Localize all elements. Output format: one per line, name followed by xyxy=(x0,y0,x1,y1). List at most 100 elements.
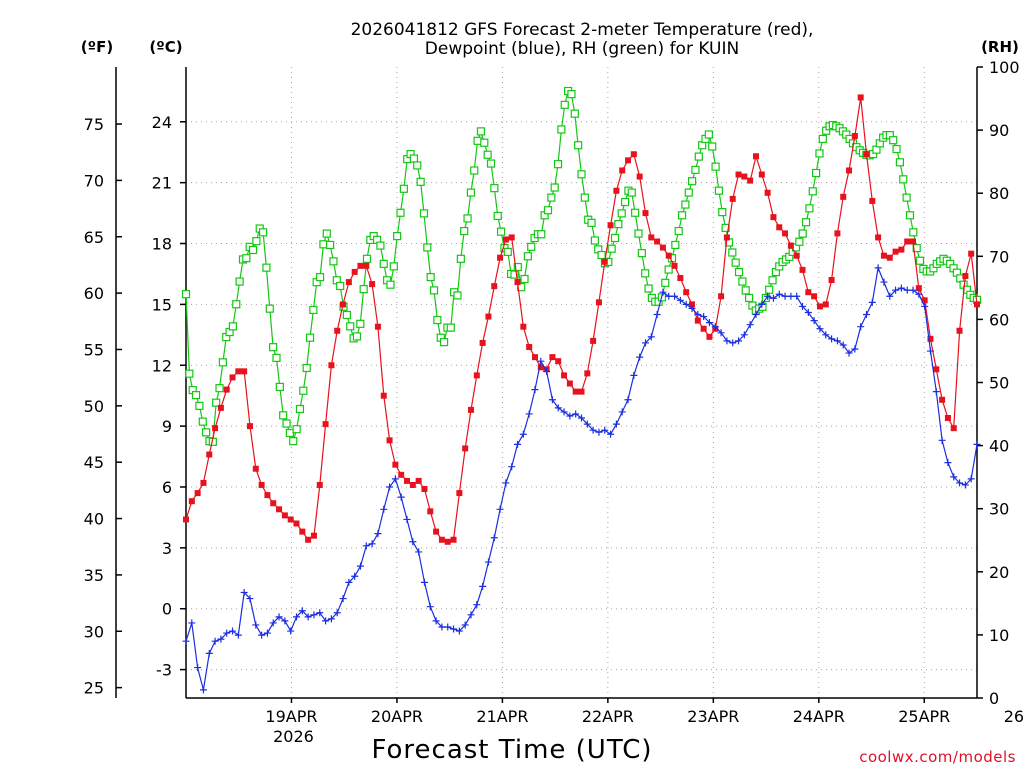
dewpoint-point xyxy=(397,493,405,501)
temperature-point xyxy=(316,481,323,488)
rh-point xyxy=(232,300,241,309)
temperature-point xyxy=(270,500,277,507)
temperature-point xyxy=(898,246,905,253)
dewpoint-point xyxy=(705,319,713,327)
rh-point xyxy=(590,236,600,245)
temperature-point xyxy=(776,224,783,231)
dewpoint-point xyxy=(583,420,591,428)
rh-point xyxy=(299,386,308,395)
rh-point xyxy=(617,209,626,218)
rh-tick-label: 80 xyxy=(989,184,1009,203)
rh-point xyxy=(322,229,331,238)
rh-point xyxy=(543,206,553,215)
dewpoint-point xyxy=(897,284,905,292)
dewpoint-point xyxy=(909,286,917,294)
temperature-point xyxy=(822,301,829,308)
temperature-point xyxy=(677,275,684,282)
dewpoint-point xyxy=(973,440,981,448)
temperature-point xyxy=(811,293,818,300)
dewpoint-point xyxy=(473,601,481,609)
temperature-point xyxy=(188,498,195,505)
temperature-point xyxy=(787,242,794,249)
dewpoint-point xyxy=(496,505,504,513)
dewpoint-point xyxy=(362,542,370,550)
rh-point xyxy=(610,233,620,243)
rh-point xyxy=(463,214,472,223)
temperature-point xyxy=(752,153,759,160)
dewpoint-point xyxy=(263,629,271,637)
rh-point xyxy=(386,280,395,289)
rh-point xyxy=(818,134,827,144)
rh-point xyxy=(212,398,221,407)
dewpoint-point xyxy=(595,428,603,436)
rh-point xyxy=(265,304,274,313)
unit-fahrenheit: (ºF) xyxy=(81,38,113,56)
temperature-point xyxy=(828,277,835,284)
dewpoint-point xyxy=(444,623,452,631)
dewpoint-point xyxy=(799,302,807,310)
temperature-point xyxy=(497,254,504,261)
temperature-point xyxy=(520,323,527,330)
dewpoint-point xyxy=(641,339,649,347)
rh-point xyxy=(815,149,824,158)
dewpoint-point xyxy=(287,627,295,635)
rh-point xyxy=(714,186,724,195)
dewpoint-point xyxy=(455,627,463,635)
rh-point xyxy=(419,209,429,218)
dewpoint-point xyxy=(653,311,661,319)
rh-point xyxy=(379,259,388,268)
temperature-point xyxy=(578,388,585,395)
temperature-point xyxy=(892,248,899,255)
rh-point xyxy=(607,244,616,253)
temperature-point xyxy=(805,289,812,296)
dewpoint-point xyxy=(921,302,929,310)
rh-tick-label: 0 xyxy=(989,689,999,708)
dewpoint-point xyxy=(566,412,574,420)
temperature-point xyxy=(351,268,358,275)
rh-point xyxy=(523,252,532,261)
rh-point xyxy=(460,226,469,236)
rh-point xyxy=(631,208,640,217)
temperature-point xyxy=(939,396,946,403)
dewpoint-point xyxy=(723,337,731,345)
rh-point xyxy=(195,401,204,410)
temperature-point xyxy=(595,299,602,306)
temperature-point xyxy=(427,508,434,515)
dewpoint-point xyxy=(391,475,399,483)
rh-point xyxy=(413,161,422,170)
fahrenheit-tick-label: 25 xyxy=(84,679,104,698)
rh-point xyxy=(359,285,368,294)
dewpoint-point xyxy=(694,311,702,319)
temperature-point xyxy=(799,266,806,273)
dewpoint-point xyxy=(746,321,754,329)
rh-point xyxy=(302,363,311,373)
temperature-point xyxy=(537,364,544,371)
rh-point xyxy=(466,188,475,197)
temperature-point xyxy=(526,343,533,350)
rh-point xyxy=(376,241,385,250)
celsius-tick-label: 24 xyxy=(152,113,172,132)
credit-text: coolwx.com/models xyxy=(859,748,1016,766)
rh-point xyxy=(262,263,271,272)
rh-point xyxy=(795,237,804,246)
unit-celsius: (ºC) xyxy=(149,38,182,56)
rh-tick-label: 90 xyxy=(989,121,1009,140)
rh-point xyxy=(252,237,261,246)
dewpoint-point xyxy=(351,572,359,580)
temperature-point xyxy=(648,234,655,241)
rh-point xyxy=(185,369,194,378)
temperature-point xyxy=(241,368,248,375)
temperature-point xyxy=(880,252,887,259)
temperature-point xyxy=(659,244,666,251)
dewpoint-point xyxy=(816,325,824,333)
temperature-point xyxy=(322,421,329,428)
rh-point xyxy=(641,269,650,278)
temperature-point xyxy=(689,301,696,308)
rh-point xyxy=(446,323,455,332)
temperature-point xyxy=(508,234,515,241)
temperature-point xyxy=(927,335,934,342)
dewpoint-point xyxy=(380,505,388,513)
dewpoint-point xyxy=(217,635,225,643)
rh-point xyxy=(550,183,559,192)
dewpoint-point xyxy=(769,294,777,302)
